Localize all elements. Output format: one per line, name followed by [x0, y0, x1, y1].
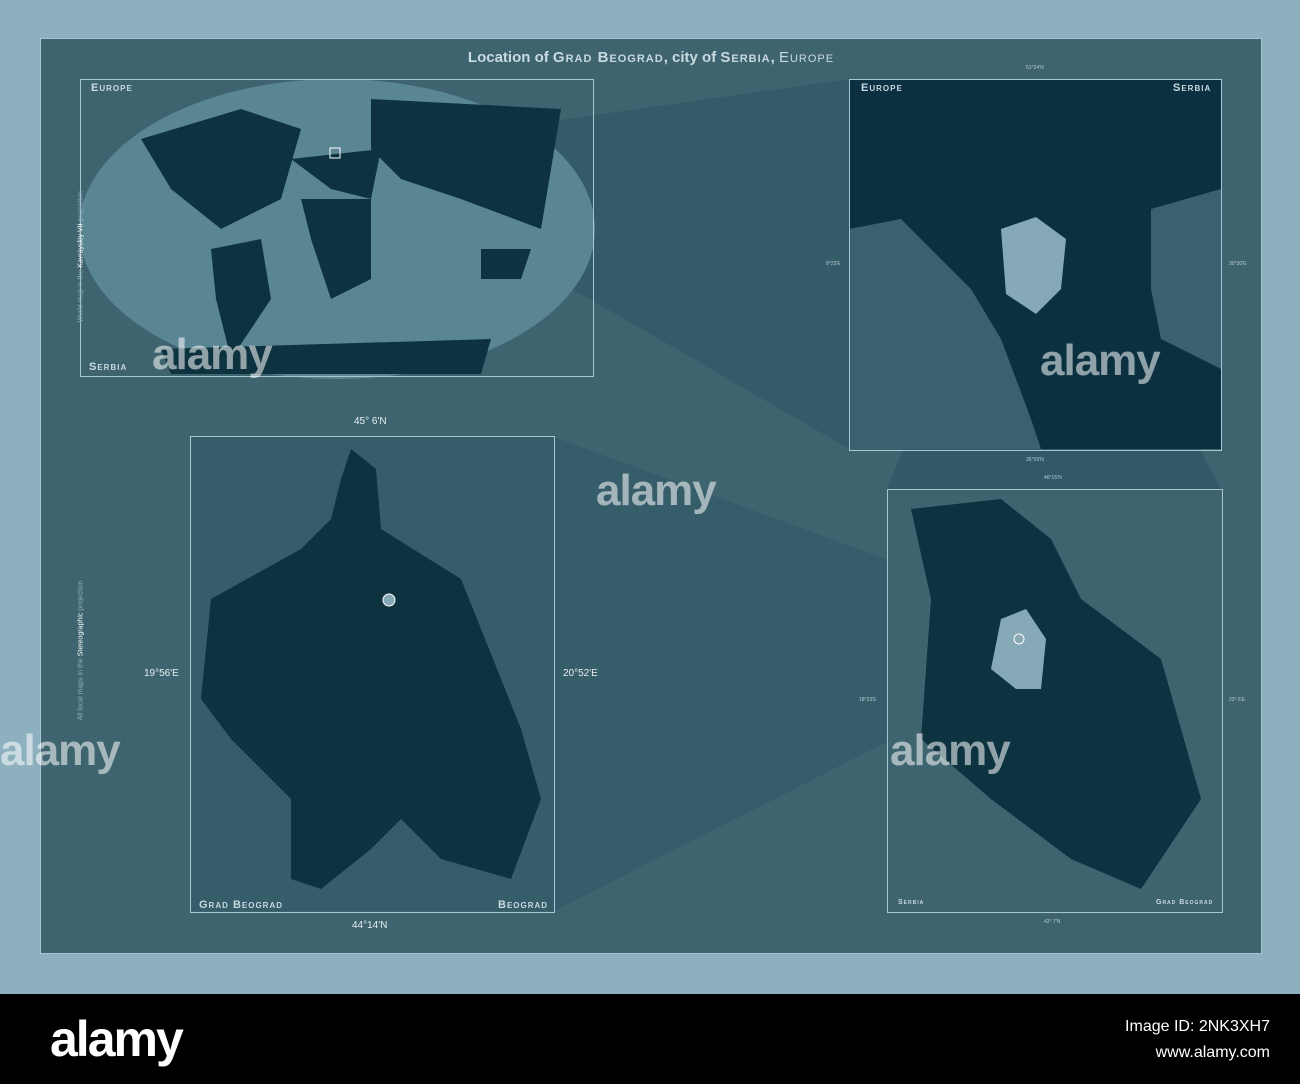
lon-right: 23° 6'E — [1229, 697, 1246, 703]
world-label-serbia: Serbia — [89, 361, 128, 373]
europe-sea — [849, 189, 1221, 449]
grad-beograd-shape — [201, 449, 541, 889]
watermark: alamy — [0, 726, 121, 775]
image-id: Image ID: 2NK3XH7 — [1125, 1018, 1270, 1035]
lon-left: 18°33'E — [859, 697, 877, 703]
world-map-panel — [80, 79, 594, 377]
page-title: Location of Grad Beograd, city of Serbia… — [467, 49, 835, 66]
lat-top: 51°24'N — [1026, 65, 1044, 71]
lon-right: 30°30'E — [1229, 261, 1247, 267]
world-projection-note: World map in the Kavrayskiy VII projecti… — [77, 191, 85, 323]
grad-beograd-highlight — [991, 609, 1046, 689]
lat-top: 46°15'N — [1044, 475, 1062, 481]
map-graphics — [79, 79, 1221, 911]
lat-bottom: 35°59'N — [1026, 457, 1044, 463]
map-frame: Location of Grad Beograd, city of Serbia… — [40, 38, 1262, 954]
serbia-map-panel — [887, 489, 1223, 913]
serbia-label: Serbia — [898, 899, 925, 906]
serbia-highlight — [1001, 217, 1066, 314]
watermark: alamy — [1040, 336, 1161, 385]
footer-url[interactable]: www.alamy.com — [1155, 1044, 1270, 1061]
lat-top: 45° 6'N — [354, 416, 387, 427]
lon-right: 20°52'E — [563, 668, 598, 679]
serbia-label: Serbia — [1173, 82, 1212, 94]
serbia-shape — [911, 499, 1201, 889]
watermark: alamy — [596, 466, 717, 515]
lon-left: 19°56'E — [144, 668, 179, 679]
lat-bottom: 42° 7'N — [1044, 919, 1061, 925]
city-marker-small — [1013, 633, 1025, 645]
city-marker — [382, 593, 396, 607]
world-label-europe: Europe — [91, 82, 133, 94]
world-continents — [141, 99, 561, 374]
grad-beograd-label: Grad Beograd — [199, 899, 284, 911]
world-locator-box — [329, 147, 341, 159]
local-projection-note: All local maps in the Stereographic proj… — [77, 580, 85, 721]
europe-label: Europe — [861, 82, 903, 94]
europe-map-panel — [849, 79, 1222, 451]
watermark: alamy — [152, 330, 273, 379]
watermark: alamy — [890, 726, 1011, 775]
beograd-label: Beograd — [498, 899, 549, 911]
grad-beograd-label: Grad Beograd — [1156, 899, 1214, 906]
footer-bar: alamy Image ID: 2NK3XH7 www.alamy.com — [0, 994, 1300, 1084]
lon-left: 8°23'E — [826, 261, 841, 267]
alamy-logo: alamy — [50, 1011, 184, 1067]
lat-bottom: 44°14'N — [352, 920, 388, 931]
region-map-panel — [190, 436, 555, 913]
